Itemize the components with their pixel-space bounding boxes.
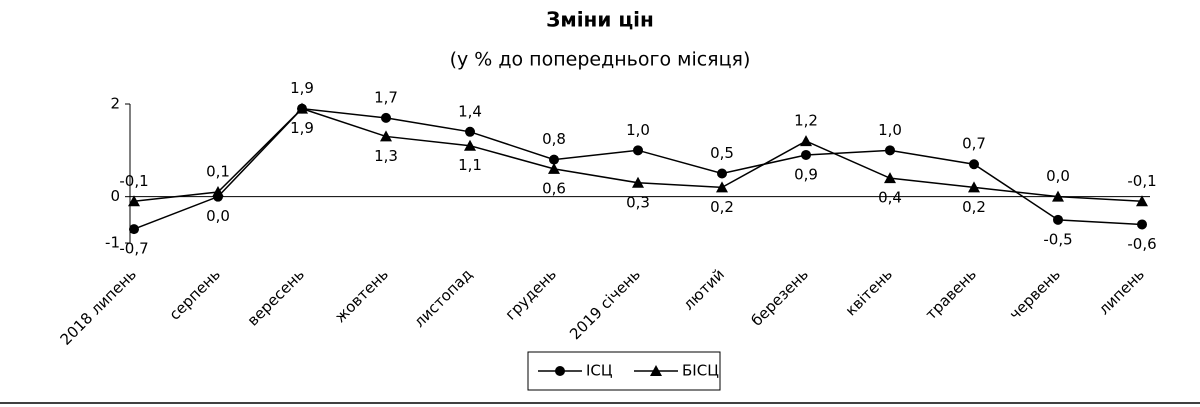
point — [717, 168, 727, 179]
data-label: 0,9 — [794, 165, 818, 183]
point — [128, 195, 140, 207]
data-label: 0,2 — [710, 198, 734, 216]
data-label: 1,9 — [290, 79, 314, 97]
data-label: 1,0 — [626, 121, 650, 139]
y-tick-label: 0 — [110, 187, 120, 205]
point — [1053, 214, 1063, 225]
data-label: -0,1 — [1127, 172, 1156, 190]
data-label: 1,2 — [794, 112, 818, 130]
x-tick-label: 2018 липень — [57, 265, 140, 348]
point — [380, 130, 392, 142]
legend-label: ІСЦ — [586, 362, 613, 380]
point — [1052, 190, 1064, 202]
data-label: 1,0 — [878, 121, 902, 139]
point — [464, 139, 476, 151]
x-tick-label: березень — [748, 265, 812, 329]
x-tick-label: серпень — [166, 265, 224, 323]
data-label: 0,7 — [962, 135, 986, 153]
data-label: 1,9 — [290, 119, 314, 137]
x-tick-label: вересень — [244, 265, 308, 329]
x-tick-label: листопад — [410, 265, 476, 331]
x-tick-label: жовтень — [331, 265, 392, 326]
point — [296, 102, 308, 114]
x-tick-label: 2019 січень — [566, 265, 644, 343]
chart-subtitle: (у % до попереднього місяця) — [450, 49, 751, 71]
point — [1137, 219, 1147, 230]
data-label: 1,3 — [374, 147, 398, 165]
data-label: 0,0 — [206, 207, 230, 225]
chart-title: Зміни цін — [546, 8, 654, 32]
point — [801, 149, 811, 160]
legend-marker — [555, 366, 565, 376]
point — [884, 172, 896, 184]
x-tick-label: липень — [1095, 265, 1148, 318]
point — [212, 186, 224, 198]
data-label: 1,1 — [458, 156, 482, 174]
point — [969, 159, 979, 170]
x-tick-label: червень — [1006, 265, 1064, 323]
x-tick-label: грудень — [502, 265, 560, 323]
point — [800, 135, 812, 147]
data-label: -0,1 — [119, 172, 148, 190]
point — [632, 176, 644, 188]
point — [1136, 195, 1148, 207]
data-label: 0,6 — [542, 179, 566, 197]
data-label: 0,1 — [206, 163, 230, 181]
x-tick-label: лютий — [680, 265, 728, 313]
data-label: 0,0 — [1046, 167, 1070, 185]
point — [885, 145, 895, 156]
point — [716, 181, 728, 193]
point — [549, 154, 559, 165]
point — [381, 112, 391, 123]
legend-marker — [650, 365, 662, 376]
data-label: -0,5 — [1043, 230, 1072, 248]
data-label: -0,6 — [1127, 235, 1156, 253]
data-label: -0,7 — [119, 240, 148, 258]
data-label: 0,3 — [626, 193, 650, 211]
point — [129, 224, 139, 235]
x-tick-label: травень — [922, 265, 980, 323]
legend-label: БІСЦ — [682, 362, 719, 380]
data-label: 1,4 — [458, 102, 482, 120]
data-label: 0,5 — [710, 144, 734, 162]
y-tick-label: 2 — [110, 95, 120, 113]
point — [465, 126, 475, 137]
y-tick-label: -1 — [105, 234, 120, 252]
point — [548, 162, 560, 174]
point — [968, 181, 980, 193]
x-tick-label: квітень — [842, 265, 896, 319]
data-label: 0,8 — [542, 130, 566, 148]
data-label: 1,7 — [374, 88, 398, 106]
data-label: 0,4 — [878, 189, 902, 207]
point — [633, 145, 643, 156]
legend: ІСЦ БІСЦ — [527, 351, 721, 391]
data-label: 0,2 — [962, 198, 986, 216]
